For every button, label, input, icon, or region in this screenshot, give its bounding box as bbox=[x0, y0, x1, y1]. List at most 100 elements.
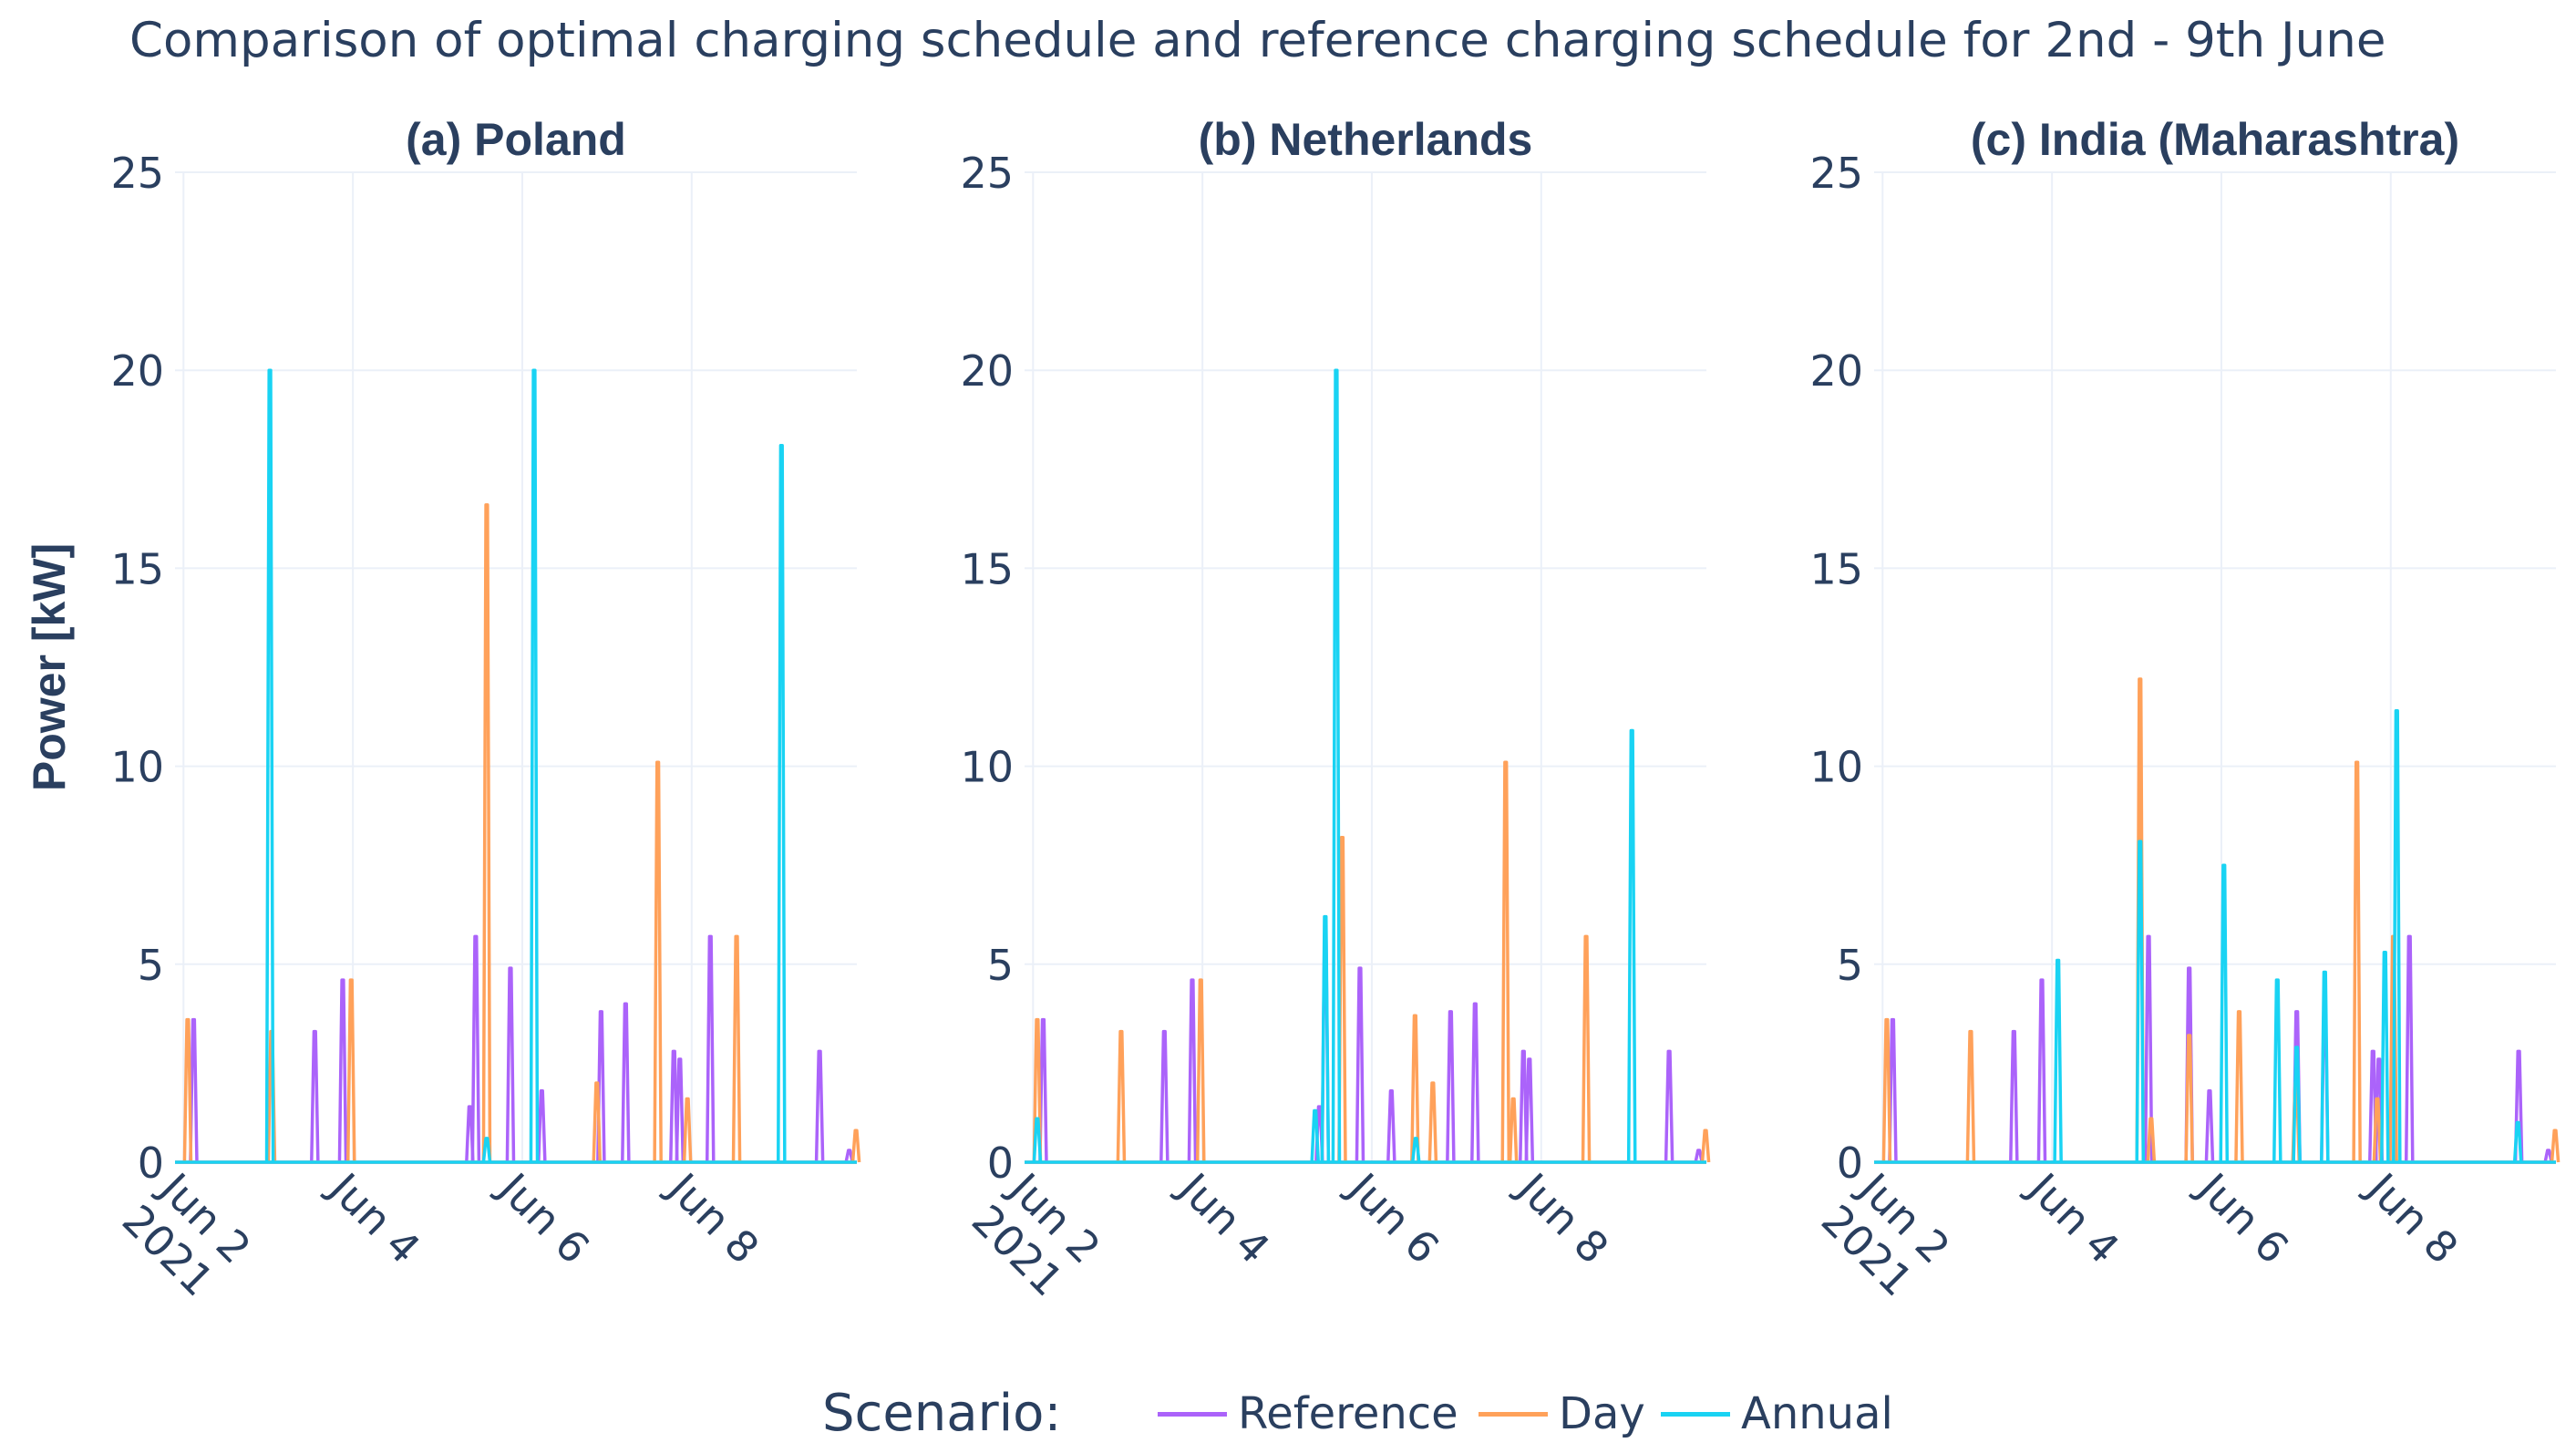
legend-swatch-day bbox=[1479, 1411, 1548, 1417]
series-spike-reference bbox=[1038, 1017, 1048, 1163]
series-spike-annual bbox=[2219, 863, 2230, 1163]
legend-item-annual[interactable]: Annual bbox=[1661, 1388, 1893, 1439]
legend-swatch-annual bbox=[1661, 1411, 1730, 1417]
subplot-title: (b) Netherlands bbox=[1199, 114, 1533, 165]
series-spike-day bbox=[682, 1097, 693, 1163]
series-spike-day bbox=[1508, 1097, 1519, 1163]
series-spike-reference bbox=[1694, 1149, 1704, 1163]
series-spike-day bbox=[850, 1128, 861, 1163]
series-spike-day bbox=[653, 760, 663, 1163]
series-spike-reference bbox=[337, 978, 348, 1163]
series-spike-day bbox=[2234, 1010, 2244, 1163]
series-spike-annual bbox=[1626, 728, 1637, 1163]
x-tick-label: Jun 8 bbox=[2356, 1161, 2468, 1273]
series-spike-annual bbox=[2135, 840, 2146, 1163]
x-tick-label: Jun 6 bbox=[2187, 1161, 2298, 1273]
series-spike-day bbox=[731, 934, 742, 1163]
y-tick-label: 25 bbox=[1809, 149, 1863, 198]
y-tick-label: 5 bbox=[138, 941, 164, 990]
series-spike-annual bbox=[1320, 914, 1331, 1163]
x-tick-label: Jun 8 bbox=[657, 1161, 768, 1273]
series-spike-reference bbox=[1446, 1010, 1456, 1163]
series-spike-day bbox=[2184, 1034, 2194, 1163]
series-spike-reference bbox=[669, 1049, 679, 1163]
series-spike-annual bbox=[2392, 709, 2402, 1163]
legend-title: Scenario: bbox=[822, 1384, 1062, 1443]
series-spike-annual bbox=[1310, 1108, 1320, 1163]
series-spike-day bbox=[345, 978, 356, 1163]
series-spike-reference bbox=[621, 1002, 631, 1163]
series-spike-annual bbox=[1411, 1137, 1421, 1163]
series-spike-day bbox=[1032, 1017, 1043, 1163]
y-tick-label: 20 bbox=[960, 346, 1014, 396]
subplot-3: 0 5 10 15 20 25 Jun 22021 Jun 4 Jun 6 Jun 8 (c) In… bbox=[1809, 114, 2561, 1305]
series-spike-reference bbox=[675, 1057, 685, 1163]
series-spike-reference bbox=[189, 1017, 199, 1163]
series-spike-reference bbox=[2204, 1089, 2215, 1163]
series-spike-day bbox=[1500, 760, 1511, 1163]
y-tick-label: 0 bbox=[987, 1139, 1014, 1188]
series-spike-annual bbox=[777, 443, 787, 1163]
series-spike-reference bbox=[310, 1029, 320, 1163]
x-tick-label: Jun 6 bbox=[1337, 1161, 1448, 1273]
series-spike-reference bbox=[2543, 1149, 2553, 1163]
series-spike-annual bbox=[2320, 970, 2330, 1163]
legend-swatch-reference bbox=[1158, 1411, 1227, 1417]
series-spike-day bbox=[2352, 760, 2362, 1163]
series-spike-day bbox=[2550, 1128, 2561, 1163]
series-spike-reference bbox=[1519, 1049, 1529, 1163]
series-spike-reference bbox=[844, 1149, 854, 1163]
series-spike-reference bbox=[2404, 934, 2415, 1163]
series-spike-annual bbox=[264, 368, 275, 1163]
series-spike-day bbox=[1881, 1017, 1892, 1163]
legend-label-annual: Annual bbox=[1741, 1388, 1893, 1439]
series-spike-reference bbox=[2143, 934, 2154, 1163]
subplot-1: 0 5 10 15 20 25 Jun 22021 Jun 4 Jun 6 Jun 8 (a) Po… bbox=[110, 114, 861, 1308]
y-tick-label: 20 bbox=[110, 346, 164, 396]
series-spike-reference bbox=[537, 1089, 547, 1163]
y-tick-label: 15 bbox=[960, 544, 1014, 593]
x-tick-label: Jun 4 bbox=[1168, 1161, 1279, 1273]
series-spike-reference bbox=[814, 1049, 825, 1163]
series-spike-annual bbox=[2380, 951, 2390, 1163]
subplot-title: (a) Poland bbox=[406, 114, 626, 165]
series-spike-day bbox=[481, 503, 492, 1163]
series-spike-reference bbox=[2036, 978, 2047, 1163]
series-spike-annual bbox=[2512, 1120, 2523, 1163]
subplot-2: 0 5 10 15 20 25 Jun 22021 Jun 4 Jun 6 Jun 8 (b) Ne… bbox=[960, 114, 1711, 1308]
legend: Scenario: Reference Day Annual bbox=[0, 1378, 2576, 1451]
legend-item-reference[interactable]: Reference bbox=[1158, 1388, 1458, 1439]
y-tick-label: 5 bbox=[987, 941, 1014, 990]
subplot-title: (c) India (Maharashtra) bbox=[1971, 114, 2459, 165]
legend-item-day[interactable]: Day bbox=[1479, 1388, 1645, 1439]
y-tick-label: 25 bbox=[110, 149, 164, 198]
series-spike-day bbox=[1700, 1128, 1711, 1163]
y-tick-label: 10 bbox=[960, 743, 1014, 792]
legend-label-reference: Reference bbox=[1238, 1388, 1458, 1439]
x-tick-label: Jun 22021 bbox=[963, 1160, 1110, 1308]
series-spike-reference bbox=[1355, 966, 1365, 1163]
series-spike-reference bbox=[1664, 1049, 1674, 1163]
series-spike-day bbox=[592, 1081, 603, 1163]
series-spike-day bbox=[1195, 978, 1206, 1163]
series-spike-annual bbox=[481, 1137, 492, 1163]
series-spike-day bbox=[1965, 1029, 1976, 1163]
y-tick-label: 10 bbox=[1809, 743, 1863, 792]
series-spike-annual bbox=[2292, 1046, 2302, 1163]
series-spike-annual bbox=[529, 368, 540, 1163]
y-tick-label: 5 bbox=[1837, 941, 1863, 990]
y-tick-label: 0 bbox=[138, 1139, 164, 1188]
y-tick-label: 0 bbox=[1837, 1139, 1863, 1188]
x-tick-label: Jun 8 bbox=[1507, 1161, 1618, 1273]
series-spike-day bbox=[1427, 1081, 1438, 1163]
x-tick-label: Jun 22021 bbox=[113, 1160, 261, 1308]
chart-area: 0 5 10 15 20 25 Jun 22021 Jun 4 Jun 6 Jun 8 (a) Po… bbox=[110, 114, 2561, 1308]
series-spike-reference bbox=[2513, 1049, 2524, 1163]
x-tick-label: Jun 4 bbox=[318, 1161, 429, 1273]
series-spike-reference bbox=[1159, 1029, 1170, 1163]
series-spike-reference bbox=[2009, 1029, 2019, 1163]
series-spike-reference bbox=[1470, 1002, 1480, 1163]
y-tick-label: 15 bbox=[110, 544, 164, 593]
legend-label-day: Day bbox=[1559, 1388, 1645, 1439]
series-spike-day bbox=[2146, 1117, 2157, 1163]
